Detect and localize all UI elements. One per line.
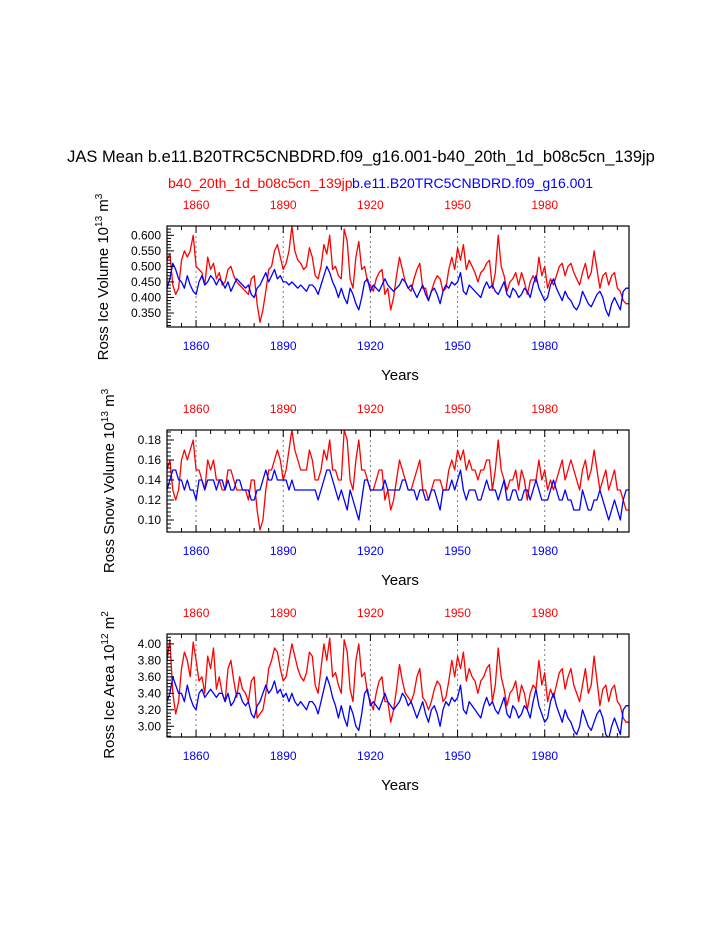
plot-frame bbox=[166, 633, 630, 738]
y-axis-label: Ross Snow Volume 1013 m3 bbox=[100, 388, 118, 573]
plot-frame bbox=[166, 429, 630, 533]
x-tick-label-bottom: 1950 bbox=[444, 544, 471, 558]
x-tick-label-bottom: 1890 bbox=[270, 544, 297, 558]
x-tick-label-bottom: 1980 bbox=[531, 339, 558, 353]
y-axis-label-unit: m bbox=[101, 617, 118, 634]
x-tick-label-bottom: 1860 bbox=[183, 339, 210, 353]
y-axis-label-main: Ross Snow Volume 10 bbox=[101, 422, 118, 573]
x-tick-label-bottom: 1980 bbox=[531, 749, 558, 763]
y-axis-label-main: Ross Ice Volume 10 bbox=[95, 227, 112, 360]
x-tick-label-top: 1950 bbox=[444, 606, 471, 620]
y-tick-label: 0.10 bbox=[138, 513, 162, 527]
y-tick-label: 3.00 bbox=[138, 719, 162, 733]
y-axis-label-exp: 12 bbox=[100, 633, 111, 645]
y-axis-label-unit: m bbox=[95, 199, 112, 216]
x-tick-label-bottom: 1890 bbox=[270, 749, 297, 763]
y-tick-label: 0.550 bbox=[131, 244, 161, 258]
y-tick-label: 3.20 bbox=[138, 703, 162, 717]
panel-ice-area: 1860 1860 1890 1890 1920 1920 1950 1950 1980 1980… bbox=[100, 606, 630, 794]
y-axis-label-unit-exp: 2 bbox=[100, 611, 111, 617]
x-tick-label-top: 1950 bbox=[444, 198, 471, 212]
series-line-blue bbox=[167, 676, 629, 737]
x-tick-label-bottom: 1920 bbox=[357, 544, 384, 558]
series-line-red bbox=[167, 637, 629, 723]
series-line-blue bbox=[167, 469, 629, 521]
x-tick-label-top: 1950 bbox=[444, 402, 471, 416]
x-tick-label-top: 1860 bbox=[183, 606, 210, 620]
x-axis-label: Years bbox=[381, 572, 419, 589]
x-tick-label-top: 1890 bbox=[270, 402, 297, 416]
x-tick-label-top: 1890 bbox=[270, 198, 297, 212]
x-tick-label-top: 1890 bbox=[270, 606, 297, 620]
legend-blue-label: b.e11.B20TRC5CNBDRD.f09_g16.001 bbox=[352, 175, 593, 191]
y-axis-label: Ross Ice Volume 1013 m3 bbox=[94, 193, 112, 360]
y-tick-label: 3.40 bbox=[138, 686, 162, 700]
x-tick-label-top: 1980 bbox=[531, 198, 558, 212]
y-axis-label-main: Ross Ice Area 10 bbox=[101, 645, 118, 759]
y-axis-label-unit-exp: 3 bbox=[94, 193, 105, 199]
x-tick-label-bottom: 1920 bbox=[357, 339, 384, 353]
y-tick-label: 3.80 bbox=[138, 653, 162, 667]
series-line-red bbox=[167, 226, 629, 323]
y-tick-label: 0.12 bbox=[138, 493, 162, 507]
y-axis-label: Ross Ice Area 1012 m2 bbox=[100, 611, 118, 759]
x-tick-label-top: 1860 bbox=[183, 402, 210, 416]
series-line-blue bbox=[167, 262, 629, 317]
y-tick-label: 0.400 bbox=[131, 290, 161, 304]
x-tick-label-top: 1920 bbox=[357, 198, 384, 212]
plot-frame bbox=[166, 225, 630, 328]
x-tick-label-bottom: 1980 bbox=[531, 544, 558, 558]
y-tick-label: 0.18 bbox=[138, 433, 162, 447]
y-axis-label-unit-exp: 3 bbox=[100, 388, 111, 394]
y-axis-label-exp: 13 bbox=[100, 411, 111, 423]
x-tick-label-bottom: 1920 bbox=[357, 749, 384, 763]
panel-ice-volume: 1860 1860 1890 1890 1920 1920 1950 1950 1980 1980… bbox=[94, 193, 630, 384]
y-tick-label: 0.16 bbox=[138, 453, 162, 467]
y-tick-label: 0.14 bbox=[138, 473, 162, 487]
y-tick-label: 4.00 bbox=[138, 637, 162, 651]
x-tick-label-top: 1920 bbox=[357, 606, 384, 620]
figure-title: JAS Mean b.e11.B20TRC5CNBDRD.f09_g16.001… bbox=[67, 148, 655, 166]
x-tick-label-bottom: 1860 bbox=[183, 749, 210, 763]
x-axis-label: Years bbox=[381, 367, 419, 384]
x-tick-label-top: 1980 bbox=[531, 402, 558, 416]
y-tick-label: 0.350 bbox=[131, 306, 161, 320]
x-tick-label-top: 1860 bbox=[183, 198, 210, 212]
y-tick-label: 3.60 bbox=[138, 670, 162, 684]
y-tick-label: 0.500 bbox=[131, 259, 161, 273]
y-tick-label: 0.450 bbox=[131, 275, 161, 289]
x-tick-label-bottom: 1860 bbox=[183, 544, 210, 558]
y-axis-label-unit: m bbox=[101, 394, 118, 411]
panel-snow-volume: 1860 1860 1890 1890 1920 1920 1950 1950 1980 1980… bbox=[100, 388, 630, 589]
y-tick-label: 0.600 bbox=[131, 228, 161, 242]
x-tick-label-bottom: 1890 bbox=[270, 339, 297, 353]
x-tick-label-bottom: 1950 bbox=[444, 339, 471, 353]
legend-red-label: b40_20th_1d_b08c5cn_139jp bbox=[168, 175, 353, 191]
x-tick-label-bottom: 1950 bbox=[444, 749, 471, 763]
x-axis-label: Years bbox=[381, 777, 419, 794]
x-tick-label-top: 1980 bbox=[531, 606, 558, 620]
x-tick-label-top: 1920 bbox=[357, 402, 384, 416]
y-axis-label-exp: 13 bbox=[94, 215, 105, 227]
